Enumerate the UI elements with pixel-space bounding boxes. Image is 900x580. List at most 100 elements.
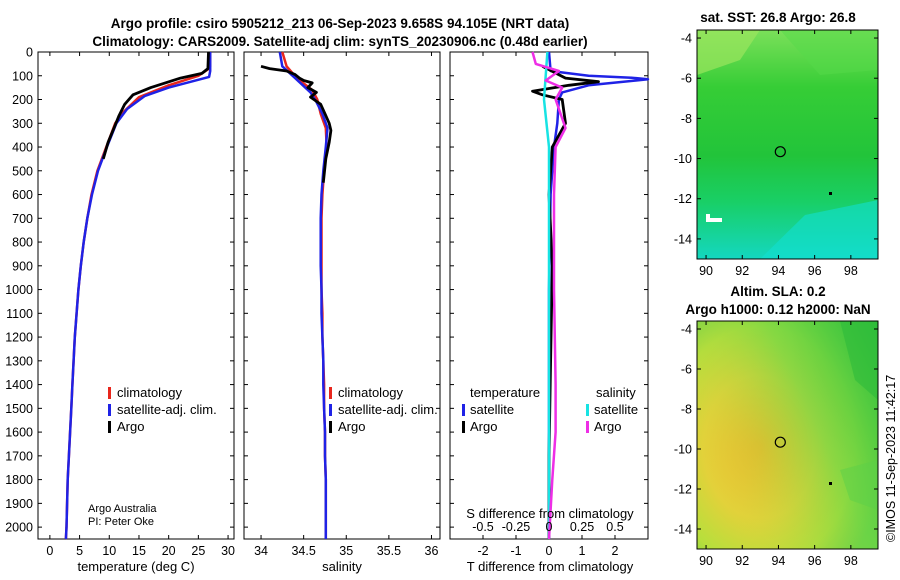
x-tick-label: -1 [510,544,521,558]
x-tick-label: 5 [76,544,83,558]
y-tick-label: 1900 [5,497,33,511]
x-tick-label: 34.5 [291,544,315,558]
map-x-tick-label: 92 [735,264,749,278]
map-y-tick-label: -6 [681,363,692,377]
map-y-tick-label: -14 [674,523,692,537]
legend-mark-t-satellite [462,404,465,416]
map-x-tick-label: 94 [771,264,785,278]
legend-mark-s-satellite [586,404,589,416]
legend-mark-s-argo [586,421,589,433]
x-tick-label: 0 [46,544,53,558]
temperature-panel: 0100200300400500600700800900100011001200… [5,46,235,575]
x2-tick-label: 0.5 [606,520,623,534]
map-y-tick-label: -10 [674,443,692,457]
s-diff-xlabel: S difference from climatology [466,506,634,521]
temperature-legend: climatology satellite-adj. clim. Argo [108,385,217,434]
x-tick-label: 35.5 [377,544,401,558]
annotation-argo-australia: Argo Australia [88,503,157,515]
salinity-xlabel: salinity [322,559,362,574]
x2-tick-label: -0.5 [472,520,494,534]
map-y-tick-label: -8 [681,112,692,126]
legend-header-salinity: salinity [596,385,636,400]
series-temperature-argo [531,65,600,539]
series-salinity-argo [531,51,567,540]
y-tick-label: 900 [12,259,33,273]
legend-s-argo: Argo [594,419,621,434]
y-tick-label: 200 [12,93,33,107]
legend-argo: Argo [117,419,144,434]
sla-map-title1: Altim. SLA: 0.2 [730,284,825,299]
y-tick-label: 1100 [6,307,33,321]
argo-location-marker [774,146,786,158]
x-tick-label: 10 [102,544,116,558]
y-tick-label: 1000 [5,283,33,297]
sst-map: sat. SST: 26.8 Argo: 26.8 90 92 94 96 98 -4 -… [674,10,879,278]
t-diff-xlabel: T difference from climatology [467,559,634,574]
imos-stamp: ©IMOS 11-Sep-2023 11:42:17 [884,375,898,542]
x-tick-label: 25 [191,544,205,558]
legend-mark-argo [108,421,111,433]
x2-tick-label: 0.25 [570,520,594,534]
y-tick-label: 2000 [5,521,33,535]
map-y-tick-label: -8 [681,403,692,417]
title-line2: Climatology: CARS2009. Satellite-adj cli… [92,34,587,49]
y-tick-label: 1600 [5,426,33,440]
y-tick-label: 100 [12,69,33,83]
map-x-tick-label: 92 [735,554,749,568]
series-argo [101,51,210,160]
map-x-tick-label: 98 [844,554,858,568]
sla-map-title2: Argo h1000: 0.12 h2000: NaN [685,302,870,317]
map-y-tick-label: -6 [681,72,692,86]
x-tick-label: 1 [579,544,586,558]
x2-tick-label: 0 [546,520,553,534]
x-tick-label: 36 [425,544,439,558]
y-tick-label: 500 [12,164,33,178]
difference-panel: -2 -1 0 1 2 T difference from climatology S … [449,51,650,574]
series-temperature-satellite [547,51,650,539]
legend-argo: Argo [338,419,365,434]
map-y-tick-label: -4 [681,32,692,46]
difference-legend: temperature salinity satellite Argo sate… [462,385,638,434]
legend-t-argo: Argo [470,419,497,434]
x-tick-label: 15 [132,544,146,558]
map-x-tick-label: 96 [808,264,822,278]
legend-mark-climatology [329,387,332,399]
map-y-tick-label: -10 [674,152,692,166]
legend-mark-satellite [329,404,332,416]
temperature-xlabel: temperature (deg C) [77,559,194,574]
series-satellite-adj-clim- [64,52,212,540]
map-y-tick-label: -12 [674,192,692,206]
map-x-tick-label: 94 [771,554,785,568]
x-tick-label: 30 [221,544,235,558]
sla-map: Altim. SLA: 0.2 Argo h1000: 0.12 h2000: … [674,284,879,568]
argo-location-marker [774,436,786,448]
x-tick-label: 20 [162,544,176,558]
x-tick-label: 0 [546,544,553,558]
legend-mark-satellite [108,404,111,416]
y-tick-label: 700 [12,212,33,226]
map-x-tick-label: 90 [699,554,713,568]
map-y-tick-label: -4 [681,323,692,337]
legend-climatology: climatology [338,385,404,400]
map-x-tick-label: 90 [699,264,713,278]
legend-header-temperature: temperature [470,385,540,400]
map-x-tick-label: 96 [808,554,822,568]
x-tick-label: 34 [254,544,268,558]
map-x-tick-label: 98 [844,264,858,278]
legend-satellite: satellite-adj. clim. [117,402,217,417]
salinity-panel: 34 34.5 35 35.5 36 salinity climatology sate… [243,51,441,574]
x-tick-label: 2 [612,544,619,558]
y-tick-label: 1700 [5,449,33,463]
y-tick-label: 1400 [5,378,33,392]
y-tick-label: 400 [12,141,33,155]
legend-s-satellite: satellite [594,402,638,417]
legend-mark-argo [329,421,332,433]
map-y-tick-label: -14 [674,232,692,246]
x2-tick-label: -0.25 [502,520,531,534]
y-tick-label: 0 [26,46,33,60]
annotation-pi: PI: Peter Oke [88,516,154,528]
y-tick-label: 300 [12,117,33,131]
legend-satellite: satellite-adj. clim. [338,402,438,417]
series-argo [260,64,333,183]
